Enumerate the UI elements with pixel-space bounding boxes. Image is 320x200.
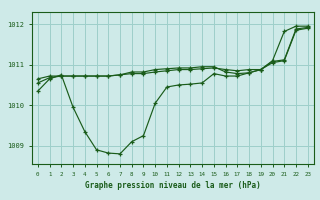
X-axis label: Graphe pression niveau de la mer (hPa): Graphe pression niveau de la mer (hPa) bbox=[85, 181, 261, 190]
